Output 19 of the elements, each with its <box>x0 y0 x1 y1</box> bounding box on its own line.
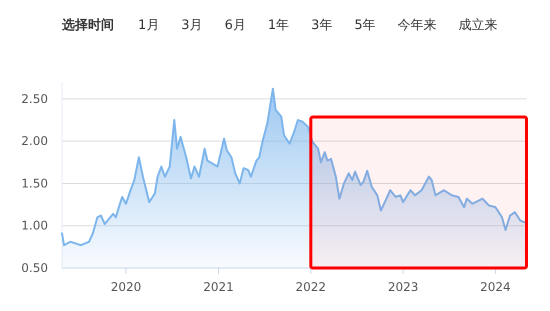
y-tick-label: 0.50 <box>21 261 48 275</box>
text: 3月 <box>181 18 203 33</box>
x-tick-label: 2020 <box>110 280 142 294</box>
x-tick-label: 2024 <box>480 280 511 294</box>
x-tick-label: 2023 <box>388 280 418 294</box>
text: 今年来 <box>398 18 437 33</box>
y-tick-label: 2.50 <box>21 92 48 106</box>
y-tick-label: 1.50 <box>21 176 48 190</box>
x-tick-label: 2021 <box>203 280 234 294</box>
y-tick-label: 2.00 <box>21 134 48 148</box>
text: 3年 <box>311 18 332 33</box>
x-tick-label: 2022 <box>296 280 326 294</box>
text: 1月 <box>138 18 160 33</box>
text: 5年 <box>354 18 376 33</box>
text: 1年 <box>268 18 290 33</box>
text: 6月 <box>224 18 246 33</box>
y-tick-label: 1.00 <box>21 218 48 233</box>
text: 选择时间 <box>61 18 114 33</box>
text: 成立来 <box>458 17 498 33</box>
